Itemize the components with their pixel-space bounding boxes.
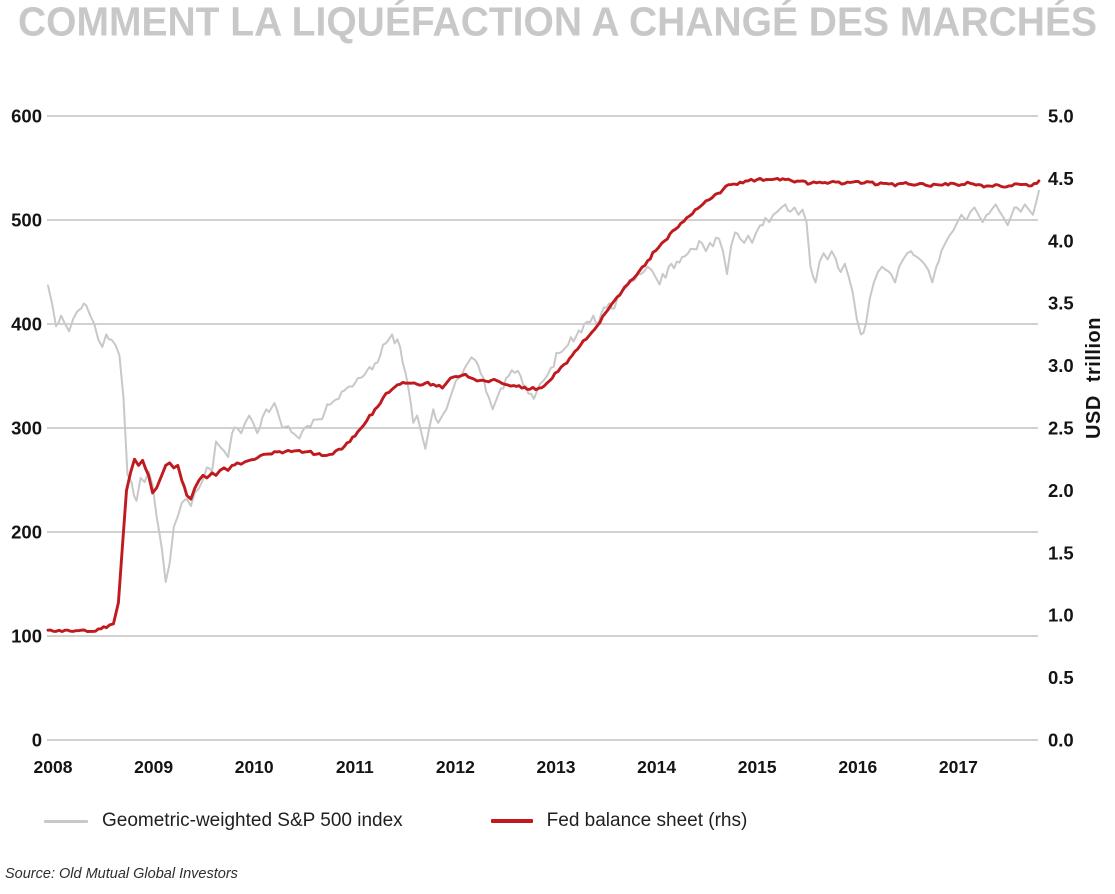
x-axis-tick-label: 2010 — [235, 757, 274, 777]
y-axis-left-tick-label: 300 — [11, 418, 42, 439]
y-axis-left-tick-label: 0 — [32, 730, 42, 751]
y-axis-left-tick-label: 200 — [11, 522, 42, 543]
x-axis-tick-label: 2012 — [436, 757, 475, 777]
y-axis-right-tick-label: 1.0 — [1048, 605, 1074, 626]
y-axis-left-tick-label: 400 — [11, 314, 42, 335]
x-axis-tick-label: 2008 — [34, 757, 73, 777]
y-axis-right-tick-label: 5.0 — [1048, 106, 1074, 127]
series-line-sp500 — [47, 189, 1040, 583]
y-axis-right-tick-label: 3.5 — [1048, 293, 1074, 314]
legend-item-fed: Fed balance sheet (rhs) — [490, 810, 748, 832]
x-axis-tick-label: 2011 — [336, 757, 374, 777]
y-axis-right-title: USD trillion — [1083, 317, 1105, 439]
y-axis-left-tick-label: 100 — [11, 626, 42, 647]
y-axis-right-tick-label: 2.0 — [1048, 480, 1074, 501]
x-axis-tick-label: 2016 — [838, 757, 877, 777]
x-axis-tick-label: 2014 — [637, 757, 676, 777]
y-axis-right-tick-label: 1.5 — [1048, 542, 1074, 563]
legend-item-sp500: Geometric-weighted S&P 500 index — [44, 810, 403, 832]
y-axis-left-tick-label: 500 — [11, 210, 42, 231]
legend-label-sp500: Geometric-weighted S&P 500 index — [102, 810, 403, 831]
x-axis-tick-label: 2013 — [537, 757, 576, 777]
x-axis-tick-label: 2017 — [939, 757, 978, 777]
source-note: Source: Old Mutual Global Investors — [5, 866, 238, 882]
legend-swatch-fed — [490, 819, 533, 823]
legend: Geometric-weighted S&P 500 index Fed bal… — [44, 810, 747, 832]
legend-swatch-sp500 — [44, 819, 88, 823]
y-axis-right-tick-label: 0.0 — [1048, 730, 1074, 751]
x-axis-tick-label: 2009 — [134, 757, 173, 777]
series-line-fed — [46, 176, 1041, 634]
page-title: COMMENT LA LIQUÉFACTION A CHANGÉ DES MAR… — [18, 0, 1097, 45]
x-axis-tick-label: 2015 — [738, 757, 777, 777]
legend-label-fed: Fed balance sheet (rhs) — [546, 810, 748, 831]
y-axis-right-tick-label: 4.0 — [1048, 230, 1074, 251]
y-axis-right-tick-label: 3.0 — [1048, 355, 1074, 376]
y-axis-left-tick-label: 600 — [11, 106, 42, 127]
y-axis-right-tick-label: 2.5 — [1048, 418, 1074, 439]
chart-canvas: 600 500 400 300 200 100 0 5.0 4.5 4.0 3.5 3.0 2.5 2.0… — [11, 106, 1105, 778]
y-axis-right-tick-label: 0.5 — [1048, 667, 1074, 688]
y-axis-right-tick-label: 4.5 — [1048, 168, 1074, 189]
